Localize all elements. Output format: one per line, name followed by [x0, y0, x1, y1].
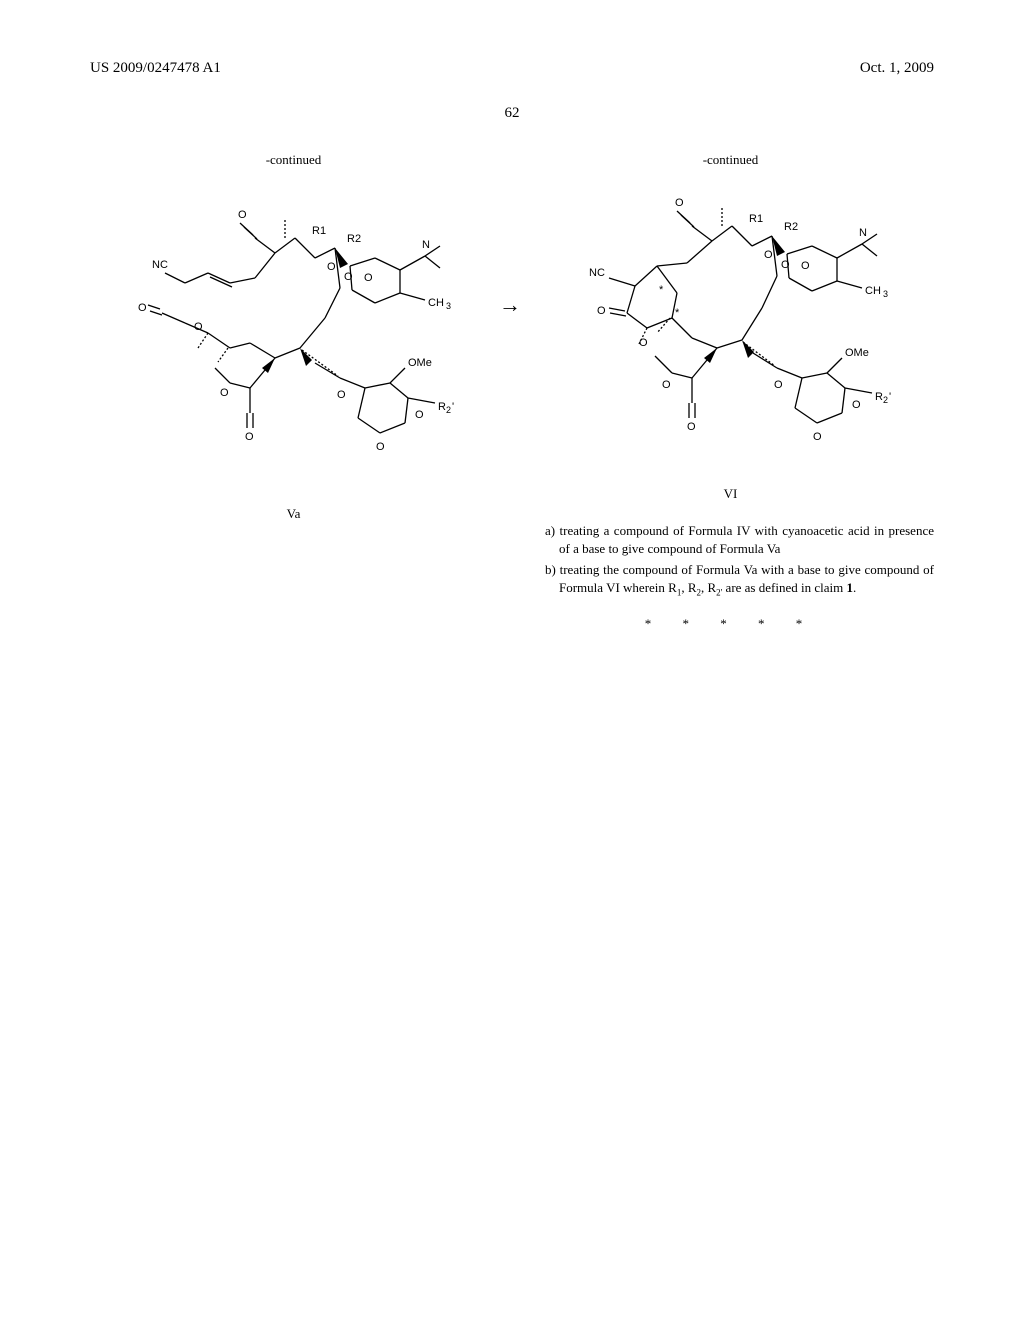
svg-text:O: O	[138, 302, 147, 314]
reaction-arrow-icon: →	[499, 292, 521, 318]
svg-text:O: O	[639, 337, 648, 349]
svg-text:R: R	[438, 401, 446, 413]
chemical-structure-vi: O R1 R2 O O O N CH3 NC O O * * O O O O O…	[527, 178, 934, 502]
svg-text:OMe: OMe	[845, 347, 869, 359]
svg-text:O: O	[376, 441, 385, 453]
svg-text:O: O	[344, 271, 353, 283]
svg-text:2: 2	[883, 395, 888, 405]
claim-step-a: a) treating a compound of Formula IV wit…	[527, 522, 934, 557]
svg-text:R2: R2	[784, 221, 798, 233]
page-number: 62	[90, 105, 934, 122]
svg-text:O: O	[245, 431, 254, 443]
svg-text:O: O	[597, 305, 606, 317]
structure-vi-svg: O R1 R2 O O O N CH3 NC O O * * O O O O O…	[527, 178, 927, 478]
svg-text:NC: NC	[152, 259, 168, 271]
claim-steps: a) treating a compound of Formula IV wit…	[527, 522, 934, 598]
svg-text:O: O	[687, 421, 696, 433]
publication-date: Oct. 1, 2009	[860, 60, 934, 77]
svg-text:O: O	[337, 389, 346, 401]
svg-text:O: O	[238, 209, 247, 221]
svg-text:O: O	[662, 379, 671, 391]
svg-text:N: N	[422, 239, 430, 251]
two-column-layout: -continued	[90, 152, 934, 632]
formula-label-va: Va	[90, 506, 497, 522]
svg-text:OMe: OMe	[408, 357, 432, 369]
claim-step-b: b) treating the compound of Formula Va w…	[527, 561, 934, 598]
continued-label-right: -continued	[527, 152, 934, 168]
right-column: -continued	[527, 152, 934, 632]
svg-text:O: O	[852, 399, 861, 411]
svg-text:O: O	[327, 261, 336, 273]
svg-text:': '	[452, 401, 454, 413]
svg-text:O: O	[364, 272, 373, 284]
svg-text:O: O	[801, 260, 810, 272]
chemical-structure-va: O R1 R2 O O O N CH3 NC O O O O O O OMe O…	[90, 178, 497, 522]
svg-text:O: O	[194, 321, 203, 333]
svg-text:O: O	[220, 387, 229, 399]
svg-text:O: O	[764, 249, 773, 261]
svg-text:3: 3	[446, 301, 451, 311]
svg-text:R: R	[875, 391, 883, 403]
svg-text:O: O	[813, 431, 822, 443]
svg-text:O: O	[415, 409, 424, 421]
svg-text:R2: R2	[347, 233, 361, 245]
svg-text:': '	[889, 391, 891, 403]
svg-text:R1: R1	[749, 213, 763, 225]
svg-text:R1: R1	[312, 225, 326, 237]
left-column: -continued	[90, 152, 497, 632]
page-header: US 2009/0247478 A1 Oct. 1, 2009	[90, 60, 934, 77]
svg-text:O: O	[781, 259, 790, 271]
svg-text:*: *	[675, 307, 680, 319]
svg-text:3: 3	[883, 289, 888, 299]
continued-label-left: -continued	[90, 152, 497, 168]
svg-text:*: *	[659, 284, 664, 296]
end-of-document-marks: * * * * *	[527, 616, 934, 632]
svg-text:O: O	[675, 197, 684, 209]
svg-text:CH: CH	[865, 285, 881, 297]
patent-number: US 2009/0247478 A1	[90, 60, 221, 77]
svg-text:N: N	[859, 227, 867, 239]
svg-text:2: 2	[446, 405, 451, 415]
svg-text:CH: CH	[428, 297, 444, 309]
svg-text:O: O	[774, 379, 783, 391]
structure-va-svg: O R1 R2 O O O N CH3 NC O O O O O O OMe O…	[90, 178, 490, 498]
svg-text:NC: NC	[589, 267, 605, 279]
formula-label-vi: VI	[527, 486, 934, 502]
